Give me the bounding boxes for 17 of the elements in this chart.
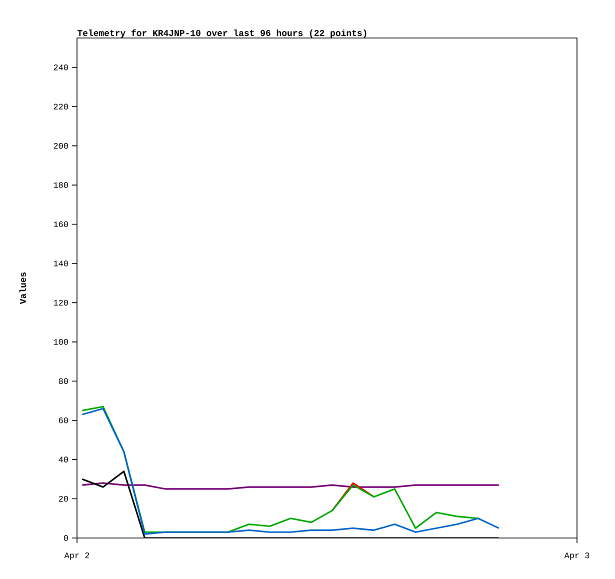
y-tick-label: 20 xyxy=(58,496,68,502)
y-tick-label: 160 xyxy=(54,221,68,228)
y-tick-label: 180 xyxy=(54,182,68,188)
y-tick-label: 120 xyxy=(54,300,68,306)
y-axis-title: Values xyxy=(19,272,26,304)
y-tick-label: 80 xyxy=(58,378,68,384)
y-tick-label: 220 xyxy=(54,104,68,110)
chart-title: Telemetry for KR4JNP-10 over last 96 hours (22 points) xyxy=(77,29,366,38)
y-tick-label: 0 xyxy=(64,535,68,541)
y-tick-label: 240 xyxy=(54,64,68,70)
x-tick-label: Apr 2 xyxy=(64,552,90,560)
y-tick-label: 60 xyxy=(58,417,68,424)
y-tick-label: 200 xyxy=(54,142,68,149)
x-tick-label: Apr 3 xyxy=(564,552,590,560)
y-tick-label: 100 xyxy=(54,339,68,345)
y-tick-label: 140 xyxy=(54,260,68,266)
y-tick-label: 40 xyxy=(58,456,68,462)
